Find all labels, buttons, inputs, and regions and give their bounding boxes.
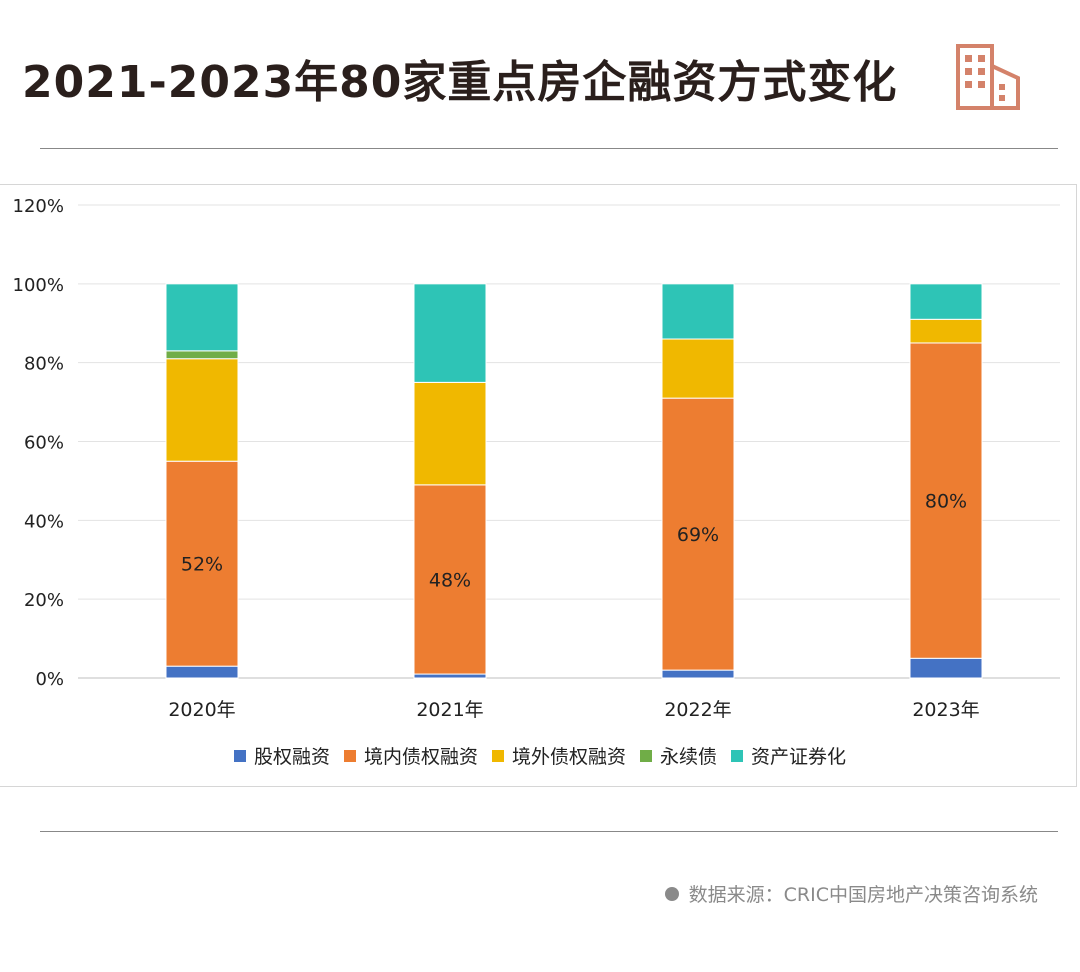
- legend-label: 股权融资: [253, 746, 330, 768]
- page-title: 2021-2023年80家重点房企融资方式变化: [22, 57, 898, 108]
- bar-segment: [413, 381, 487, 486]
- legend-swatch: [343, 749, 356, 762]
- bar-segment: [661, 283, 735, 340]
- legend-item-equity: 股权融资: [233, 742, 330, 769]
- y-tick-label: 60%: [24, 433, 64, 454]
- chart-frame: [0, 184, 1077, 787]
- legend-item-overseas-debt: 境外债权融资: [491, 742, 626, 769]
- legend-swatch: [640, 749, 652, 762]
- legend-swatch: [491, 749, 504, 762]
- y-tick-label: 100%: [13, 275, 64, 296]
- legend-label: 资产证券化: [751, 746, 847, 768]
- x-tick-label: 2023年: [912, 699, 979, 721]
- source-text: 数据来源：CRIC中国房地产决策咨询系统: [688, 884, 1038, 906]
- bar-segment: [661, 338, 735, 399]
- footer-divider: [40, 831, 1058, 832]
- data-label: 80%: [925, 491, 967, 513]
- bar-segment: [413, 673, 487, 679]
- data-source: 数据来源：CRIC中国房地产决策咨询系统: [664, 880, 1038, 907]
- stacked-bar-chart: 0% 20% 40% 60% 80% 100% 120% 2020年 2021年 2022年 202…: [13, 196, 1060, 721]
- bar-segment: [165, 350, 239, 360]
- building-icon: [956, 44, 1020, 110]
- chart-legend: 股权融资 境内债权融资 境外债权融资 永续债 资产证券化: [0, 742, 1080, 769]
- y-tick-label: 80%: [24, 354, 64, 375]
- legend-label: 永续债: [660, 746, 718, 768]
- bar-segment: [909, 318, 983, 344]
- legend-item-perpetual-bond: 永续债: [640, 742, 717, 769]
- y-tick-label: 20%: [24, 590, 64, 611]
- bar-segment: [909, 283, 983, 320]
- bar-segment: [909, 657, 983, 679]
- data-label: 48%: [429, 569, 471, 591]
- bar-segment: [413, 283, 487, 383]
- bar-segment: [165, 358, 239, 462]
- legend-label: 境内债权融资: [363, 746, 478, 768]
- x-tick-label: 2021年: [416, 699, 483, 721]
- legend-item-domestic-debt: 境内债权融资: [343, 742, 478, 769]
- bar-segment: [165, 460, 239, 667]
- x-tick-label: 2022年: [664, 699, 731, 721]
- bar-segment: [661, 669, 735, 679]
- x-tick-label: 2020年: [168, 699, 235, 721]
- legend-swatch: [233, 749, 246, 762]
- bar-segment: [909, 342, 983, 659]
- legend-item-abs: 资产证券化: [731, 742, 846, 769]
- bar-segment: [165, 665, 239, 679]
- bar-segment: [165, 283, 239, 352]
- legend-swatch: [731, 749, 744, 762]
- y-tick-label: 0%: [35, 669, 64, 690]
- y-tick-label: 40%: [24, 511, 64, 532]
- data-label: 69%: [677, 524, 719, 546]
- legend-label: 境外债权融资: [511, 746, 626, 768]
- y-tick-label: 120%: [13, 196, 64, 217]
- header-divider: [40, 148, 1058, 149]
- bullet-icon: [664, 886, 679, 901]
- data-label: 52%: [181, 554, 223, 576]
